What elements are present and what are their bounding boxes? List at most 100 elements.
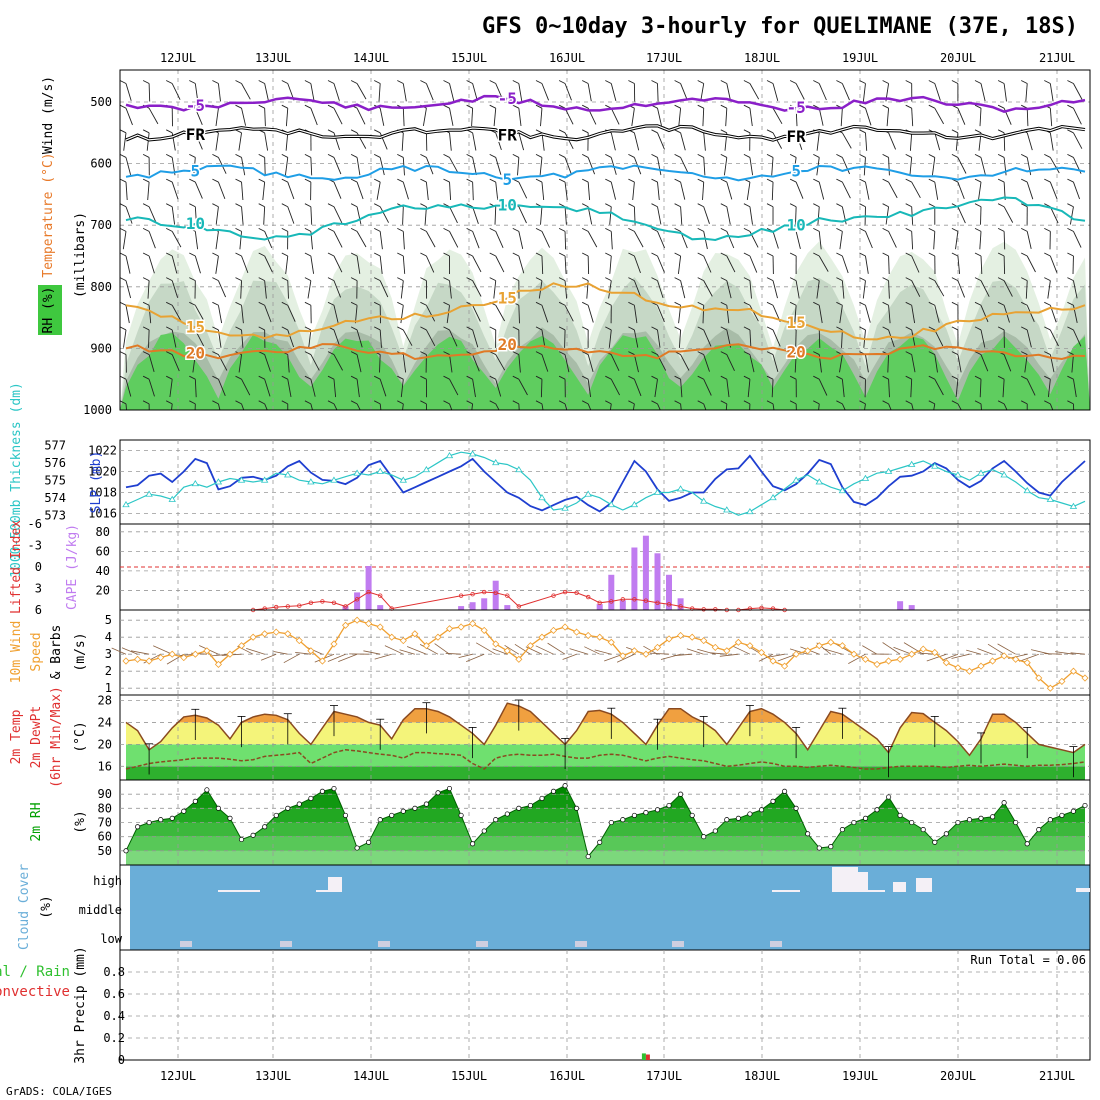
wind-barb-flag-54-870 [743, 326, 751, 331]
wind-barb-flag-72-950 [951, 375, 959, 380]
wind-barb-6-830 [194, 305, 205, 322]
wind-barb-flag-22-950 [373, 375, 381, 380]
wind-barb-2-870 [148, 329, 150, 348]
rh-band-4 [126, 794, 1085, 809]
thickness-marker-22 [376, 467, 384, 474]
wind-barb-34-750 [518, 255, 525, 274]
upper-air-ytick-900: 900 [90, 341, 112, 355]
wind-barb-70-790 [934, 280, 945, 297]
wind-barb-flag-18-750 [327, 252, 335, 257]
wind-barb-68-750 [911, 255, 920, 273]
thickness-marker-48 [676, 485, 685, 492]
wind-barb-flag-54-670 [743, 203, 751, 208]
wind-barb-flag-32-750 [489, 252, 496, 257]
wind-barb-flag-12-750 [258, 252, 265, 257]
wind-barb-50-550 [703, 132, 706, 151]
rh-marker-46 [654, 807, 661, 813]
wind-barb-flag-68-470 [905, 80, 912, 84]
wind-barb-flag-46-550 [651, 129, 658, 134]
wind-speed-marker-27 [434, 633, 442, 641]
wind-barb-flag-12-870 [258, 326, 265, 331]
wind-ylabel-line4: (m/s) [73, 632, 88, 671]
wind-barb-18-630 [333, 181, 342, 199]
wind-barb-flag-64-990 [859, 400, 866, 405]
wind-barb-6-910 [192, 354, 196, 373]
wind-barb-flag-50-990 [697, 400, 704, 405]
wind-barb-flag-14-830 [281, 301, 288, 306]
wind-barb-flag-0-870 [119, 326, 127, 331]
wind-barb-52-470 [726, 83, 732, 102]
wind-barb-70-710 [933, 231, 936, 250]
wind-barb-flag-10-950 [235, 375, 242, 380]
wind-barb-flag-28-510 [443, 104, 450, 109]
wind-barb-flag-80-670 [1044, 203, 1051, 208]
wind-barb-flag-14-510 [281, 104, 288, 109]
lifted-index-ytick--3: -3 [28, 539, 42, 553]
wind-barb-16 [295, 652, 311, 655]
wind-barb-flag-68-630 [905, 178, 912, 183]
wind-barb-flag-54-830 [743, 301, 751, 306]
wind-barb-64-790 [862, 280, 866, 299]
rh-marker-73 [966, 817, 973, 823]
wind-barb-flag-2-870 [142, 326, 150, 331]
wind-barb-flag-82-630 [1067, 178, 1074, 183]
wind-barb-8-670 [215, 206, 219, 225]
wind-barb-10-590 [241, 157, 246, 176]
wind-barb-flag-8-910 [212, 351, 219, 355]
wind-barb-26-870 [426, 329, 436, 347]
cape-bar-42 [608, 574, 615, 610]
wind-barb-38-590 [564, 157, 572, 175]
cape-bar-48 [677, 598, 684, 610]
wind-barb-flag-8-870 [212, 326, 219, 331]
wind-barb-flag-56-550 [766, 129, 774, 134]
lifted-index-marker-20 [562, 589, 568, 595]
rh-marker-81 [1059, 812, 1065, 818]
wind-barb-30-710 [472, 231, 480, 249]
wind-barb-flag-22-590 [373, 153, 381, 158]
thickness-marker-26 [422, 465, 431, 473]
wind-barb-44-870 [633, 329, 639, 348]
wind-barb-flag-18-910 [327, 351, 335, 355]
thickness-marker-34 [515, 465, 523, 473]
rh-marker-70 [932, 839, 938, 845]
wind-barb-flag-62-710 [836, 227, 843, 232]
wind-barb-48-550 [680, 132, 686, 151]
wind-barb-12-750 [264, 255, 273, 273]
rh-marker-72 [955, 819, 961, 826]
wind-barb-36-550 [541, 132, 545, 151]
wind-barb-flag-74-670 [974, 203, 982, 208]
wind-barb-24 [384, 645, 404, 655]
wind-barb-66-510 [886, 108, 890, 127]
wind-barb-30-590 [472, 157, 477, 176]
wind-barb-31 [466, 653, 485, 662]
rh-marker-78 [1024, 841, 1030, 847]
contour-line-15 [125, 282, 1086, 341]
wind-barb-flag-54-910 [743, 351, 751, 355]
wind-barb-24-910 [402, 354, 407, 373]
wind-barb-flag-70-710 [928, 227, 935, 232]
wind-barb-67 [882, 642, 901, 655]
wind-barb-flag-36-790 [535, 277, 543, 282]
contour-label-FR-2: FR [787, 127, 807, 146]
wind-barb-flag-80-790 [1044, 277, 1051, 282]
wind-barb-flag-40-590 [581, 153, 589, 158]
wind-barb-10-870 [241, 329, 244, 348]
rh-marker-47 [666, 802, 672, 809]
wind-barb-83 [1070, 652, 1086, 655]
wind-barb-flag-4-550 [165, 129, 173, 134]
wind-barb-64-910 [865, 354, 869, 373]
wind-barb-10-470 [241, 83, 251, 100]
lifted-index-marker-2 [274, 604, 279, 610]
wind-barb-flag-78-790 [1020, 277, 1028, 282]
cloud-low-block-1 [280, 941, 292, 947]
wind-barb-flag-68-510 [905, 104, 912, 109]
rh-marker-5 [181, 808, 187, 814]
wind-barb-flag-42-670 [605, 203, 612, 208]
wind-barb-flag-42-790 [605, 277, 612, 282]
wind-barb-flag-76-590 [997, 153, 1005, 158]
cloud-high-block-2 [328, 877, 342, 892]
wind-barb-flag-68-750 [905, 252, 912, 257]
wind-barb-6-470 [194, 83, 199, 102]
thickness-ytick-577: 577 [44, 438, 66, 452]
wind-barb-50-470 [700, 83, 705, 102]
